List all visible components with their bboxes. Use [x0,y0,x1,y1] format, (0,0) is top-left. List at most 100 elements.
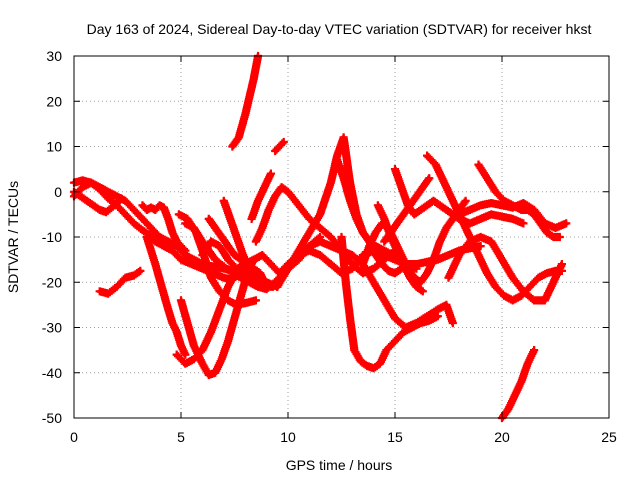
data-point [475,161,482,168]
data-point [499,202,505,209]
data-point [178,297,184,304]
data-point [122,211,129,218]
data-point [233,301,240,308]
data-point [212,224,219,231]
data-point [118,195,125,202]
data-point [509,274,516,281]
data-point [445,274,452,281]
data-point [400,329,407,335]
data-point [317,252,324,259]
data-point [488,200,495,207]
y-tick-label: 10 [46,139,62,155]
data-point [381,215,388,222]
data-point [237,292,244,299]
data-point [225,243,232,250]
data-point [424,270,431,277]
data-point [327,234,334,240]
data-point [182,351,189,358]
x-tick-label: 20 [494,429,510,445]
data-point [377,360,383,367]
data-point [436,238,443,245]
y-tick-label: -20 [42,274,62,290]
y-tick-label: -30 [42,320,62,336]
data-point [535,274,542,281]
data-point [158,283,165,290]
data-point [347,197,354,204]
data-point [246,279,253,286]
data-series-track-24 [390,165,528,228]
data-point [424,202,431,209]
data-point [173,238,180,245]
data-point [148,204,154,211]
data-point [558,261,565,268]
y-tick-label: -10 [42,229,62,245]
data-point [392,270,398,277]
data-point [259,224,266,231]
data-point [430,256,437,263]
data-point [173,329,180,335]
data-series-track-28 [455,199,571,232]
data-point [103,209,110,216]
x-tick-label: 25 [601,429,617,445]
data-point [139,215,146,222]
y-axis-label: SDTVAR / TECUs [5,181,21,293]
data-point [267,170,274,177]
data-point [233,265,240,272]
data-point [295,247,302,254]
data-point [475,252,482,259]
y-tick-label: 20 [46,93,62,109]
data-point [426,317,433,324]
data-point [169,229,176,236]
data-point [436,202,443,209]
data-point [148,224,154,231]
data-point [79,177,86,184]
data-series-track-19 [337,232,442,373]
data-point [541,297,548,304]
data-point [484,175,490,182]
data-point [173,351,180,358]
data-point [240,252,247,259]
data-point [90,202,97,209]
data-point [492,188,499,195]
data-point [531,347,538,354]
data-point [419,184,426,191]
data-point [165,215,172,222]
data-point [252,238,259,245]
data-point [419,288,426,295]
data-point [359,229,366,236]
data-point [524,360,531,367]
data-point [143,234,150,240]
data-point [462,197,469,204]
data-point [370,265,377,272]
data-point [505,405,512,412]
data-point [199,252,206,259]
data-point [477,215,484,222]
y-tick-label: -40 [42,365,62,381]
data-point [383,347,390,354]
data-point [225,256,232,263]
data-point [246,93,253,100]
data-point [139,227,146,234]
data-point [263,179,270,186]
data-point [349,261,356,268]
data-point [449,197,456,204]
data-point [520,200,527,207]
data-series-track-13 [219,196,267,291]
data-point [216,288,223,295]
data-point [351,347,358,354]
data-point [229,270,236,277]
data-point [246,265,253,272]
data-point [556,234,563,240]
data-point [244,299,251,306]
data-point [426,175,433,182]
data-point [272,193,279,200]
data-point [130,220,137,227]
data-point [466,238,473,245]
data-point [334,157,341,164]
data-point [413,265,420,272]
data-point [227,215,234,222]
data-point [340,134,347,141]
data-point [218,356,225,363]
data-series-track-6 [142,232,190,359]
y-tick-label: 30 [46,48,62,64]
